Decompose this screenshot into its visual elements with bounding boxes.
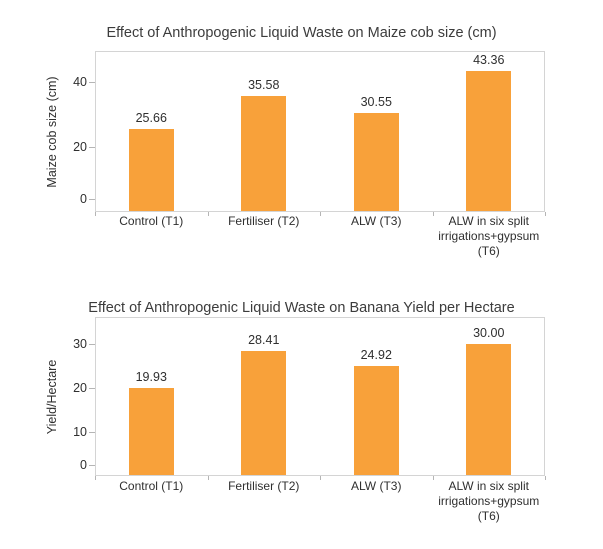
x-tick-mark	[545, 212, 546, 216]
bar-0	[128, 388, 174, 475]
bar-2	[353, 112, 399, 211]
bar-1	[241, 350, 287, 475]
x-category-label: ALW in six split irrigations+gypsum (T6)	[438, 479, 540, 523]
y-tick-mark	[89, 344, 95, 345]
bar-value-label: 30.55	[360, 94, 392, 109]
bar-value-label: 30.00	[473, 325, 505, 340]
x-tick-mark	[433, 212, 434, 216]
y-tick-label: 0	[80, 192, 87, 206]
bar-value-label: 43.36	[473, 52, 505, 67]
x-tick-mark	[320, 212, 321, 216]
x-tick-mark	[208, 212, 209, 216]
x-tick-mark	[320, 476, 321, 480]
chart-title: Effect of Anthropogenic Liquid Waste on …	[88, 300, 515, 316]
y-tick-label: 10	[73, 424, 87, 439]
bar-value-label: 28.41	[248, 332, 280, 347]
bar-2	[353, 366, 399, 475]
y-tick-label: 30	[73, 336, 87, 351]
bar-value-label: 19.93	[135, 370, 167, 385]
y-tick-label: 0	[80, 458, 87, 472]
x-tick-mark	[545, 476, 546, 480]
x-tick-mark	[433, 476, 434, 480]
x-category-label: Fertiliser (T2)	[228, 214, 300, 228]
bar-0	[128, 128, 174, 211]
x-tick-mark	[95, 476, 96, 480]
x-tick-mark	[208, 476, 209, 480]
y-axis-label: Yield/Hectare	[45, 359, 59, 434]
y-tick-label: 20	[73, 380, 87, 395]
y-tick-mark	[89, 82, 95, 83]
x-category-label: ALW in six split irrigations+gypsum (T6)	[438, 214, 540, 258]
y-tick-mark	[89, 465, 95, 466]
x-category-label: Control (T1)	[119, 214, 184, 228]
bar-3	[466, 70, 512, 211]
y-tick-mark	[89, 388, 95, 389]
bar-value-label: 35.58	[248, 78, 280, 93]
x-category-label: Control (T1)	[119, 479, 184, 493]
y-tick-mark	[89, 199, 95, 200]
x-category-label: ALW (T3)	[351, 214, 402, 228]
y-tick-mark	[89, 432, 95, 433]
y-tick-mark	[89, 147, 95, 148]
y-tick-label: 40	[73, 74, 87, 89]
chart-title: Effect of Anthropogenic Liquid Waste on …	[106, 25, 497, 41]
bar-value-label: 25.66	[135, 110, 167, 125]
bar-value-label: 24.92	[360, 348, 392, 363]
y-axis-label: Maize cob size (cm)	[45, 75, 59, 188]
y-tick-label: 20	[73, 139, 87, 154]
bar-3	[466, 343, 512, 475]
x-tick-mark	[95, 212, 96, 216]
x-category-label: ALW (T3)	[351, 479, 402, 493]
bar-1	[241, 96, 287, 211]
x-category-label: Fertiliser (T2)	[228, 479, 300, 493]
